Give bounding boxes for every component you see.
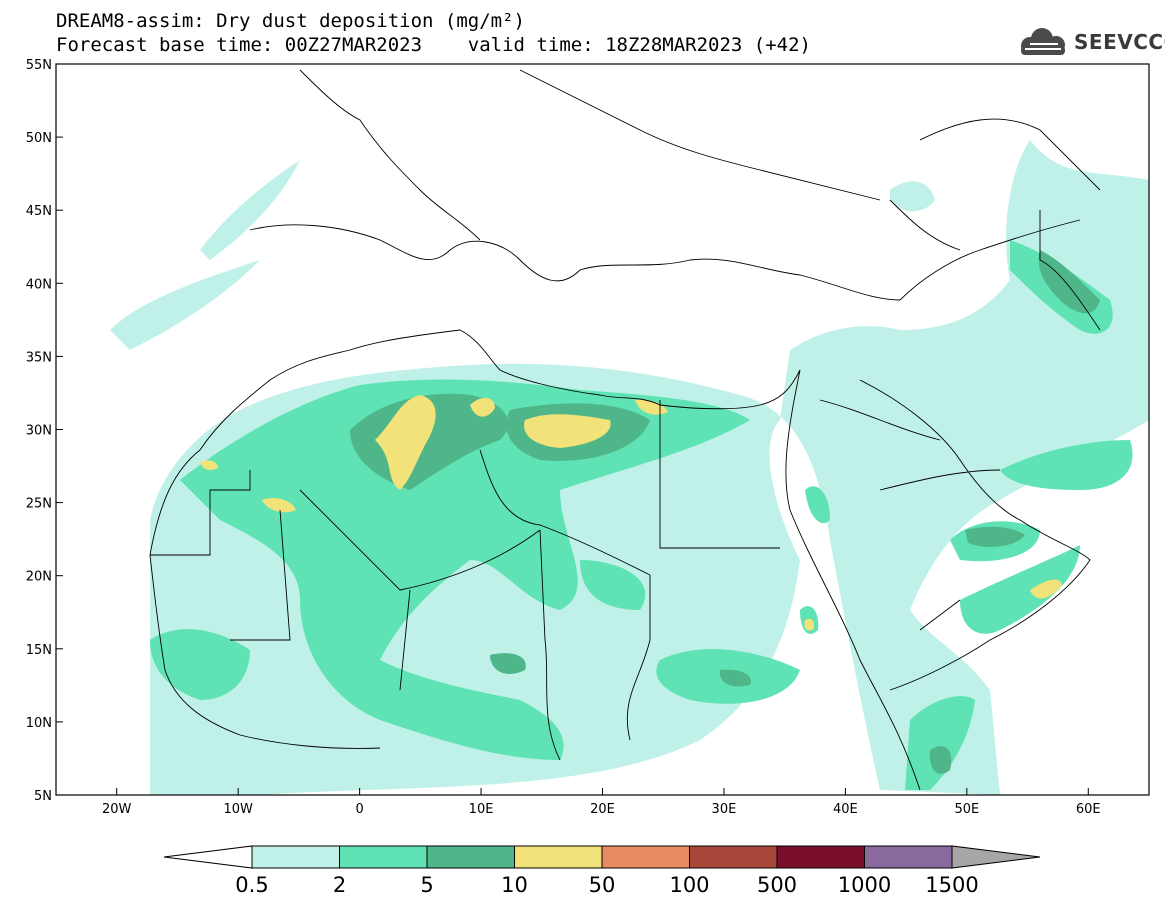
colorbar-level-label: 5 [420, 873, 433, 897]
dust-level-0-5 [110, 140, 1149, 795]
coastlines-borders [149, 69, 1101, 791]
seevccc-logo [1021, 28, 1065, 55]
colorbar-box [514, 845, 603, 869]
lat-tick-label: 10N [26, 716, 52, 731]
colorbar-level-label: 0.5 [235, 873, 268, 897]
colorbar-box [864, 845, 953, 869]
dust-level-10 [200, 395, 1062, 631]
cloud-icon [1021, 28, 1065, 55]
colorbar-box [339, 845, 428, 869]
colorbar-level-label: 100 [669, 873, 709, 897]
lat-tick-label: 50N [26, 131, 52, 146]
colorbar-box [601, 845, 690, 869]
latitude-ticks: 55N 50N 45N 40N 35N 30N 25N 20N 15N 10N 5N [26, 58, 63, 804]
lon-tick-label: 60E [1076, 802, 1101, 817]
lon-tick-label: 20E [590, 802, 615, 817]
lat-tick-label: 45N [26, 204, 52, 219]
colorbar-level-label: 2 [333, 873, 346, 897]
longitude-ticks: 20W 10W 0 10E 20E 30E 40E 50E 60E [102, 788, 1101, 817]
colorbar-high-triangle [951, 845, 1041, 869]
colorbar-box [689, 845, 778, 869]
logo-text: SEEVCCC [1074, 30, 1165, 54]
lon-tick-label: 50E [954, 802, 979, 817]
colorbar-boxes [163, 845, 1041, 869]
colorbar-low-triangle [163, 845, 253, 869]
lon-tick-label: 10E [469, 802, 494, 817]
lat-tick-label: 15N [26, 643, 52, 658]
colorbar-box [776, 845, 865, 869]
lon-tick-label: 20W [102, 802, 132, 817]
lat-tick-label: 30N [26, 424, 52, 439]
colorbar-level-label: 1500 [925, 873, 978, 897]
colorbar-box [426, 845, 515, 869]
colorbar-level-label: 1000 [838, 873, 891, 897]
lat-tick-label: 35N [26, 350, 52, 365]
lon-tick-label: 40E [833, 802, 858, 817]
lat-tick-label: 25N [26, 497, 52, 512]
lat-tick-label: 55N [26, 58, 52, 73]
colorbar-level-label: 10 [501, 873, 528, 897]
lat-tick-label: 5N [34, 789, 52, 804]
colorbar-box [251, 845, 340, 869]
lon-tick-label: 10W [223, 802, 253, 817]
map-subtitle: Forecast base time: 00Z27MAR2023 valid t… [56, 34, 811, 56]
lon-tick-label: 30E [712, 802, 737, 817]
colorbar-level-label: 50 [589, 873, 616, 897]
lat-tick-label: 20N [26, 570, 52, 585]
lon-tick-label: 0 [355, 802, 363, 817]
map-title: DREAM8-assim: Dry dust deposition (mg/m²… [56, 10, 525, 32]
colorbar-labels: 0.5 2 5 10 50 100 500 1000 1500 [235, 873, 978, 897]
lat-tick-label: 40N [26, 277, 52, 292]
colorbar-level-label: 500 [757, 873, 797, 897]
